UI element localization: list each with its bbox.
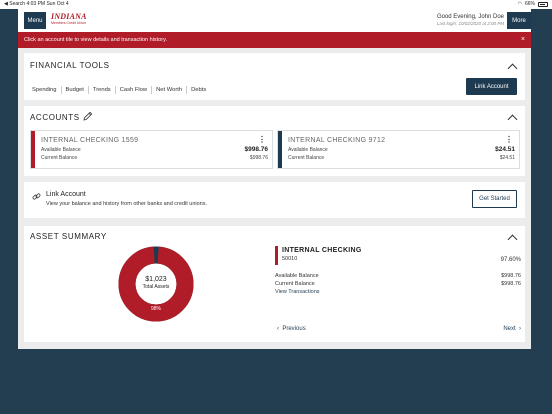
tool-link-net-worth[interactable]: Net Worth <box>151 86 186 94</box>
link-account-title: Link Account <box>46 191 86 198</box>
logo-wordmark: INDIANA <box>51 12 87 21</box>
summary-current-label: Current Balance <box>275 281 315 287</box>
account-name: INTERNAL CHECKING 1559 <box>41 137 139 144</box>
alert-banner: Click an account tile to view details an… <box>18 32 531 48</box>
tool-link-budget[interactable]: Budget <box>60 86 88 94</box>
greeting-block: Good Evening, John Doe Last login: 10/02… <box>437 14 504 27</box>
alert-message: Click an account tile to view details an… <box>24 37 167 43</box>
battery-percent: 66% <box>524 1 535 7</box>
more-button[interactable]: More <box>507 12 531 29</box>
edit-pencil-icon[interactable] <box>83 111 93 121</box>
brand-logo: INDIANA Members Credit Union <box>51 13 103 27</box>
account-color-bar <box>278 131 282 168</box>
more-vertical-icon[interactable]: ⋮ <box>505 135 513 144</box>
wifi-icon: ◠ <box>517 1 522 7</box>
account-color-bar <box>31 131 35 168</box>
next-label: Next <box>503 326 516 332</box>
total-assets-label: Total Assets <box>142 284 170 290</box>
collapse-chevron-icon[interactable] <box>507 63 518 74</box>
tool-link-spending[interactable]: Spending <box>32 87 57 93</box>
accounts-title: ACCOUNTS <box>30 113 80 122</box>
summary-current-value: $998.76 <box>501 281 521 287</box>
available-balance-value: $24.51 <box>495 146 515 153</box>
link-account-button[interactable]: Link Account <box>466 78 517 95</box>
donut-center-label: $1,023 Total Assets <box>118 276 194 291</box>
alert-close-icon[interactable]: × <box>520 36 525 43</box>
current-balance-value: $998.76 <box>249 155 268 161</box>
chevron-left-icon: ‹ <box>277 326 283 332</box>
status-right: ◠ 66% <box>518 0 548 9</box>
link-chain-icon <box>32 193 41 200</box>
tool-link-trends[interactable]: Trends <box>87 86 115 94</box>
chevron-right-icon: › <box>515 326 521 332</box>
account-tile[interactable]: INTERNAL CHECKING 1559 ⋮ Available Balan… <box>30 130 273 169</box>
collapse-chevron-icon[interactable] <box>507 234 518 245</box>
available-balance-label: Available Balance <box>41 147 81 153</box>
account-name: INTERNAL CHECKING 9712 <box>288 137 386 144</box>
link-account-card: Link Account View your balance and histo… <box>24 182 525 218</box>
financial-tools-title: FINANCIAL TOOLS <box>30 61 110 70</box>
menu-button[interactable]: Menu <box>24 12 46 29</box>
summary-account-name: INTERNAL CHECKING <box>282 247 362 254</box>
summary-available-label: Available Balance <box>275 273 319 279</box>
status-left: ◀ Search 4:03 PM Sun Oct 4 <box>4 1 69 7</box>
summary-available-value: $998.76 <box>501 273 521 279</box>
previous-button[interactable]: ‹ Previous <box>277 326 306 332</box>
asset-summary-title: ASSET SUMMARY <box>30 232 107 241</box>
summary-account-percent: 97.60% <box>500 257 521 263</box>
battery-icon <box>538 2 548 7</box>
account-tile[interactable]: INTERNAL CHECKING 9712 ⋮ Available Balan… <box>277 130 520 169</box>
total-assets-value: $1,023 <box>145 276 167 283</box>
tool-link-cash-flow[interactable]: Cash Flow <box>114 86 151 94</box>
current-balance-value: $24.51 <box>499 155 515 161</box>
greeting-text: Good Evening, John Doe <box>436 14 504 20</box>
donut-percent-label: 98% <box>150 306 161 312</box>
collapse-chevron-icon[interactable] <box>507 114 518 125</box>
link-account-description: View your balance and history from other… <box>46 201 208 207</box>
more-vertical-icon[interactable]: ⋮ <box>258 135 266 144</box>
dashboard-content: FINANCIAL TOOLS Spending Budget Trends C… <box>18 48 531 349</box>
logo-subtitle: Members Credit Union <box>51 21 87 25</box>
available-balance-label: Available Balance <box>288 147 328 153</box>
tool-link-debts[interactable]: Debts <box>186 86 210 94</box>
summary-account-number: 50010 <box>282 256 298 262</box>
donut-primary-segment <box>118 246 194 322</box>
account-color-bar <box>275 246 278 265</box>
financial-tools-card: FINANCIAL TOOLS Spending Budget Trends C… <box>24 53 525 100</box>
view-transactions-link[interactable]: View Transactions <box>275 289 320 295</box>
financial-tools-links: Spending Budget Trends Cash Flow Net Wor… <box>30 86 210 94</box>
app-header: Menu INDIANA Members Credit Union Good E… <box>18 9 531 32</box>
asset-summary-card: ASSET SUMMARY $1,023 Total Assets 98% IN… <box>24 226 525 342</box>
device-status-bar: ◀ Search 4:03 PM Sun Oct 4 ◠ 66% <box>0 0 552 9</box>
asset-donut-chart <box>118 246 194 322</box>
accounts-card: ACCOUNTS INTERNAL CHECKING 1559 ⋮ Availa… <box>24 106 525 176</box>
last-login-text: Last login: 10/02/2020 at 2:00 PM <box>436 21 504 26</box>
get-started-button[interactable]: Get Started <box>472 190 517 208</box>
previous-label: Previous <box>282 326 306 332</box>
available-balance-value: $998.76 <box>244 146 269 153</box>
current-balance-label: Current Balance <box>41 155 78 161</box>
current-balance-label: Current Balance <box>288 155 325 161</box>
next-button[interactable]: Next › <box>503 326 521 332</box>
